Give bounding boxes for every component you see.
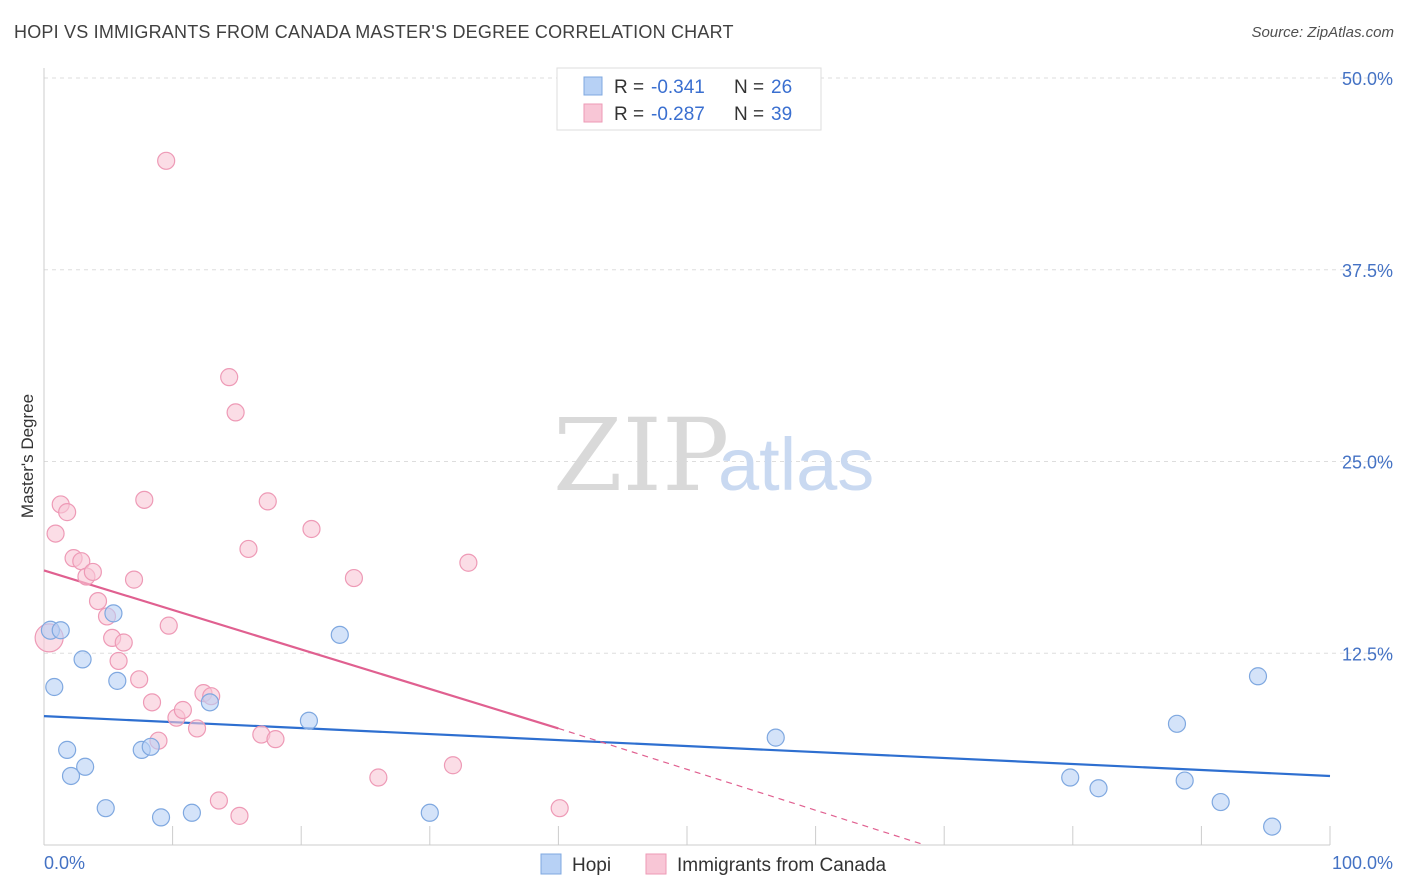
canada-point xyxy=(124,570,144,589)
hopi-point xyxy=(1061,768,1080,787)
hopi-point xyxy=(1211,792,1230,812)
data-points xyxy=(34,151,1282,836)
hopi-point xyxy=(299,711,319,730)
hopi-point xyxy=(58,740,77,759)
watermark-zip: ZIP xyxy=(553,397,729,514)
grid-lines xyxy=(44,77,1392,654)
x-tick-label-min: 0.0% xyxy=(44,853,85,873)
canada-point xyxy=(157,151,176,170)
axes xyxy=(43,68,1331,846)
legend-n-label-canada: N = xyxy=(734,104,764,125)
hopi-point xyxy=(182,803,201,822)
y-tick-label: 25.0% xyxy=(1342,453,1393,473)
hopi-point xyxy=(104,604,123,623)
bottom-legend-label-canada: Immigrants from Canada xyxy=(677,855,887,876)
hopi-point xyxy=(141,737,160,756)
trend-lines xyxy=(43,569,1331,846)
legend-swatch-canada xyxy=(583,103,603,123)
canada-point xyxy=(369,768,388,787)
canada-trend-extension xyxy=(558,727,926,846)
y-axis-title: Master's Degree xyxy=(18,394,37,518)
canada-point xyxy=(109,651,128,671)
canada-point xyxy=(226,403,245,422)
canada-point xyxy=(550,799,569,818)
canada-point xyxy=(88,591,108,611)
canada-point xyxy=(173,700,192,720)
hopi-point xyxy=(151,808,171,827)
x-tick-label-max: 100.0% xyxy=(1332,853,1393,873)
hopi-point xyxy=(76,757,95,776)
hopi-point xyxy=(330,625,349,644)
bottom-legend: Hopi Immigrants from Canada xyxy=(540,853,887,876)
tick-labels: 12.5% 25.0% 37.5% 50.0% 0.0% 100.0% xyxy=(44,69,1393,873)
hopi-point xyxy=(1175,771,1194,790)
hopi-point xyxy=(61,766,81,786)
canada-point xyxy=(142,693,162,712)
canada-point xyxy=(135,490,154,509)
hopi-point xyxy=(1167,714,1187,733)
legend-r-value-hopi: -0.341 xyxy=(651,77,705,98)
hopi-point xyxy=(45,677,64,697)
canada-point xyxy=(266,730,285,749)
canada-point xyxy=(46,524,65,543)
hopi-point xyxy=(200,693,219,712)
hopi-point xyxy=(420,803,439,822)
canada-point xyxy=(159,616,178,635)
bottom-legend-swatch-hopi xyxy=(540,853,562,875)
watermark-atlas: atlas xyxy=(718,423,874,506)
canada-point xyxy=(459,553,478,572)
hopi-point xyxy=(51,621,70,640)
watermark: ZIP atlas xyxy=(553,397,874,514)
canada-point xyxy=(83,562,102,582)
chart-title: HOPI VS IMMIGRANTS FROM CANADA MASTER'S … xyxy=(14,22,734,42)
canada-point xyxy=(114,633,133,652)
hopi-point xyxy=(73,650,92,669)
y-tick-label: 50.0% xyxy=(1342,69,1393,89)
canada-trend-line xyxy=(43,569,559,730)
bottom-legend-swatch-canada xyxy=(645,853,667,875)
canada-point xyxy=(258,492,277,511)
legend: R = -0.341 N = 26 R = -0.287 N = 39 xyxy=(556,67,822,131)
hopi-point xyxy=(1248,667,1268,686)
hopi-point xyxy=(766,728,785,747)
source-label: Source: ZipAtlas.com xyxy=(1251,24,1394,41)
hopi-point xyxy=(108,671,127,690)
legend-n-value-hopi: 26 xyxy=(771,77,792,98)
legend-r-value-canada: -0.287 xyxy=(651,104,705,125)
hopi-point xyxy=(1089,779,1108,798)
canada-point xyxy=(220,368,239,387)
canada-point xyxy=(58,503,77,522)
hopi-point xyxy=(96,799,115,818)
canada-point xyxy=(187,719,207,738)
canada-point xyxy=(230,806,249,825)
legend-swatch-hopi xyxy=(583,76,603,96)
bottom-legend-label-hopi: Hopi xyxy=(572,855,611,876)
legend-r-label-canada: R = xyxy=(614,104,644,125)
legend-n-value-canada: 39 xyxy=(771,104,792,125)
y-tick-label: 12.5% xyxy=(1342,644,1393,664)
canada-point xyxy=(443,756,463,775)
canada-point xyxy=(209,791,228,810)
canada-point xyxy=(130,670,149,689)
hopi-trend-line xyxy=(43,715,1331,778)
hopi-point xyxy=(1263,817,1282,836)
y-tick-label: 37.5% xyxy=(1342,261,1393,281)
legend-r-label-hopi: R = xyxy=(614,77,644,98)
legend-n-label-hopi: N = xyxy=(734,77,764,98)
canada-point xyxy=(239,539,258,559)
canada-point xyxy=(302,519,321,539)
canada-point xyxy=(344,568,364,588)
